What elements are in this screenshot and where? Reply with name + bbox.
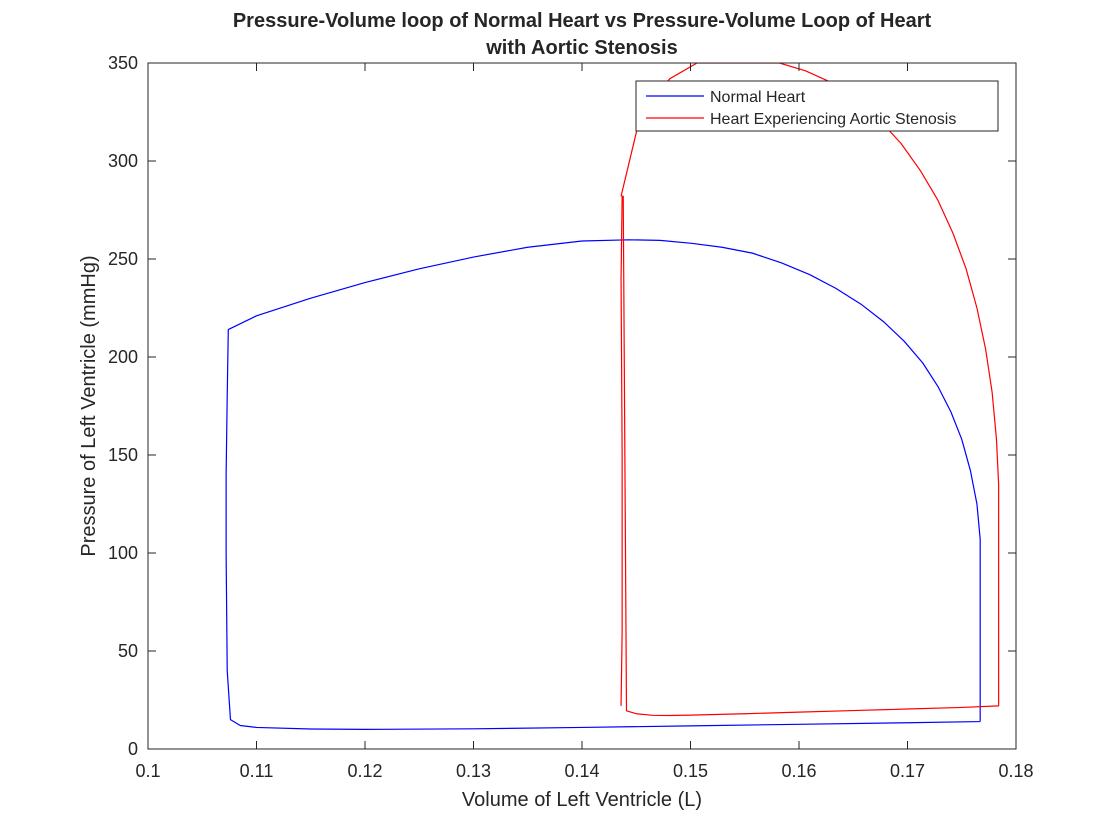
legend-box: [635, 80, 999, 132]
x-tick-label: 0.14: [564, 761, 599, 781]
legend-label-normal-heart: Normal Heart: [710, 89, 806, 106]
legend-label-aortic-stenosis: Heart Experiencing Aortic Stenosis: [710, 111, 956, 128]
x-tick-label: 0.12: [347, 761, 382, 781]
chart-title-line-2: with Aortic Stenosis: [485, 37, 678, 59]
y-tick-label: 100: [108, 543, 138, 563]
x-tick-label: 0.13: [456, 761, 491, 781]
y-tick-label: 50: [118, 641, 138, 661]
series-line-normal-heart: [225, 239, 981, 731]
lines-layer: [225, 63, 1000, 731]
x-tick-label: 0.11: [240, 761, 274, 781]
y-tick-label: 250: [108, 249, 138, 269]
legend: Normal Heart Heart Experiencing Aortic S…: [635, 80, 999, 132]
y-tick-label: 200: [108, 347, 138, 367]
x-tick-label: 0.1: [135, 761, 160, 781]
x-tick-label: 0.18: [998, 761, 1033, 781]
y-axis-ticks: 0 50 100 150 200 250 300 350: [108, 53, 1016, 759]
x-tick-label: 0.15: [673, 761, 708, 781]
y-tick-label: 150: [108, 445, 138, 465]
plot-area: [148, 63, 1016, 749]
y-tick-label: 0: [128, 739, 138, 759]
x-axis-ticks: 0.1 0.11 0.12 0.13 0.14 0.15 0.16 0.17 0.18: [135, 63, 1034, 781]
x-tick-label: 0.16: [781, 761, 816, 781]
y-tick-label: 300: [108, 151, 138, 171]
chart-title-line-1: Pressure-Volume loop of Normal Heart vs …: [233, 10, 932, 32]
y-axis-label: Pressure of Left Ventricle (mmHg): [78, 255, 100, 556]
x-axis-label: Volume of Left Ventricle (L): [462, 789, 702, 811]
series-line-heart-experiencing-aortic-stenosis: [620, 63, 1000, 717]
x-tick-label: 0.17: [890, 761, 925, 781]
y-tick-label: 350: [108, 53, 138, 73]
